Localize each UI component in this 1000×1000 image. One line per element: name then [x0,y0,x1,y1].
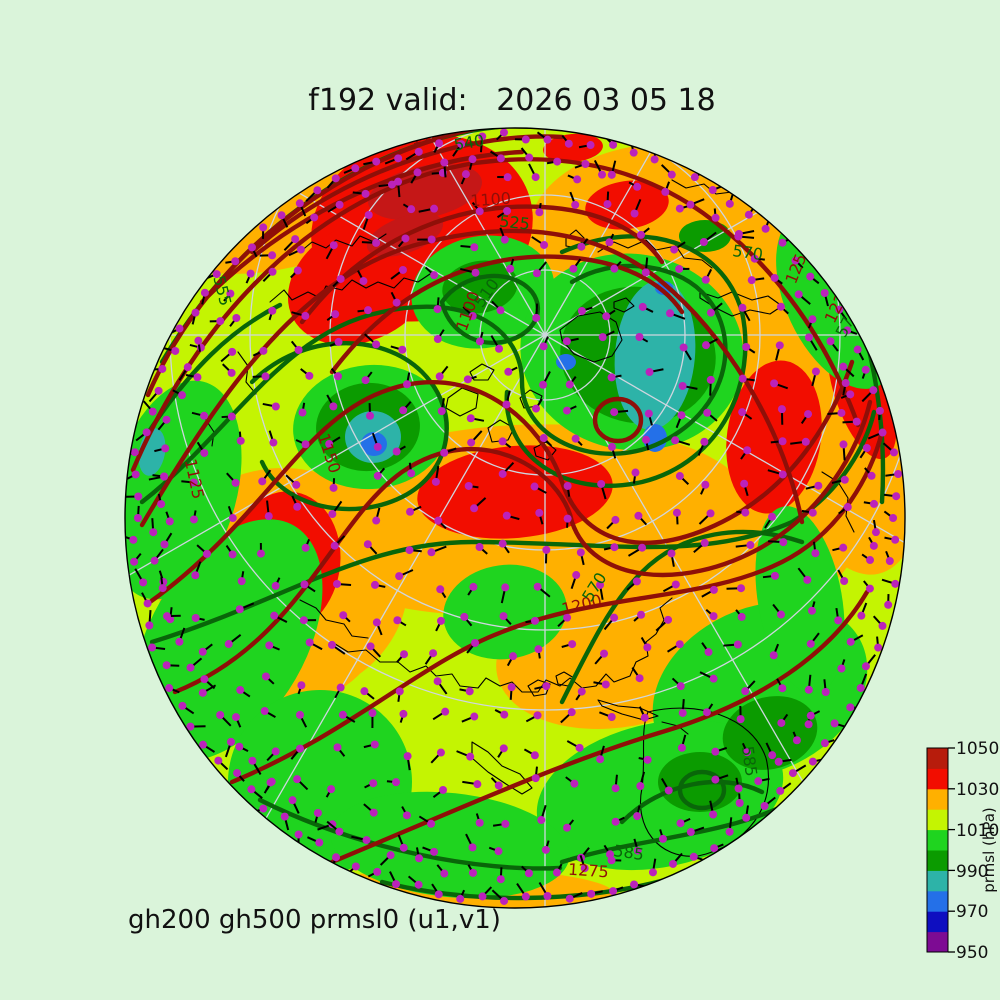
colorbar-tick-label: 1030 [956,780,999,800]
coastline-path [269,273,431,303]
gh200-contour-line [329,254,685,375]
pressure-fill-region [417,445,613,539]
colorbar-tick-label: 1010 [956,821,999,841]
gh500-contour-line [619,779,765,825]
figure-title: f192 valid: 2026 03 05 18 [308,83,715,118]
coastline-path [299,233,387,253]
pressure-fill-region [556,354,576,370]
variables-label: gh200 gh500 prmsl0 (u1,v1) [128,905,501,935]
colorbar-frame [926,747,949,953]
coastline-path [471,741,533,795]
globe-outline [124,127,906,909]
pressure-fill-region [543,133,603,163]
gh200-contour-line [229,429,885,785]
coastline-path [613,297,635,313]
gh200-contour-label: 1200 [470,110,512,133]
gh500-contour-label: 585 [612,841,645,864]
coastline-path [299,599,369,639]
gh200-contour-label: 1275 [567,860,609,882]
colorbar-tick-label: 1050 [956,739,999,759]
gh500-contour-line [677,769,727,811]
coastline-path [487,419,515,443]
gh500-contour-line [504,234,748,489]
gh500-contour-label: 585 [738,745,761,778]
colorbar-tick-label: 950 [956,943,988,963]
colorbar-tick-marks [948,747,955,953]
gh200-contour-line [147,359,855,605]
gh500-contour-line [139,263,728,505]
colorbar-tick-label: 970 [956,902,988,922]
colorbar-tick-label: 990 [956,862,988,882]
gh500-contour-line [559,799,795,865]
gh500-contour-label: 570 [731,241,764,264]
colorbar: 1050 1030 1010 990 970 950 prmsl (hPa) [926,739,999,963]
colorbar-axis-label: prmsl (hPa) [980,807,998,893]
gh200-contour-label: 1100 [470,189,512,211]
pressure-fill-region [585,180,669,230]
coastline-path [597,699,659,721]
gh200-contour-line [299,204,665,325]
colorbar-segments [927,748,948,953]
pressure-fill-region [679,220,731,252]
pressure-fill-region [614,280,696,430]
coastline-path [237,351,257,395]
pressure-fill-region [643,424,667,452]
gh500-contour-label: 525 [498,211,530,233]
gh200-contour-line [592,396,644,444]
gh200-contour-line [199,149,525,305]
gh200-contour-line [172,399,873,695]
gh200-contour-line [139,228,805,528]
wind-vectors [125,128,903,905]
coastline-path [559,311,623,363]
pressure-fill-region [655,281,673,295]
coastline-path [597,239,713,269]
coastline-path [331,597,673,693]
gh200-contour-line [329,589,870,865]
